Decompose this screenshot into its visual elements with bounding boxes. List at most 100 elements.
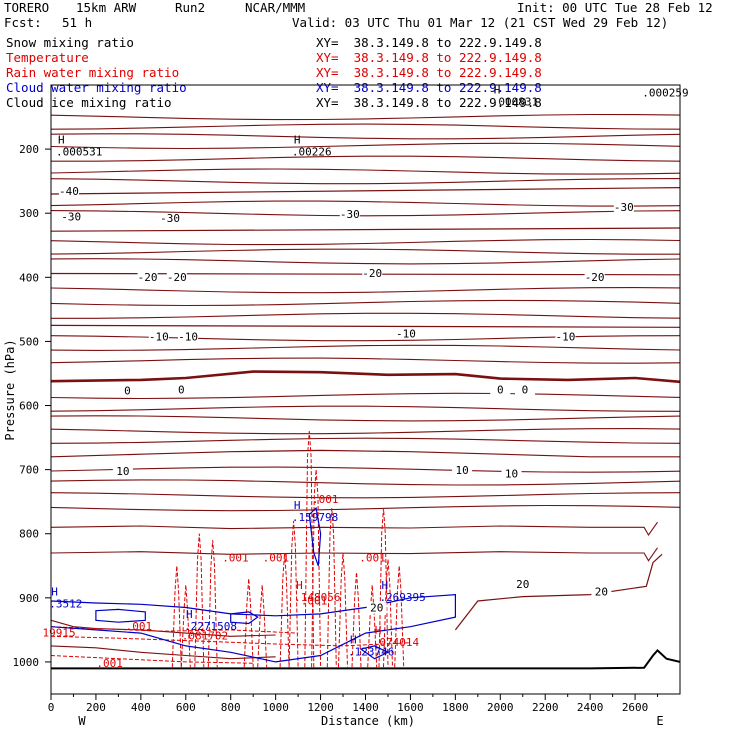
cloud-water-contour: [95, 608, 146, 623]
isotherm-label-bg: [501, 468, 522, 480]
isotherm-contour: [51, 547, 658, 562]
isotherm-label: -10: [396, 327, 416, 340]
isotherm-label: 20: [370, 602, 383, 615]
isotherm-label: -10: [555, 330, 575, 343]
resolution: 15km ARW: [76, 0, 137, 15]
rain-contour: [288, 520, 299, 668]
isotherm-contour: [51, 312, 680, 319]
field-xy-temperature: XY= 38.3.149.8 to 222.9.149.8: [316, 50, 542, 65]
field-value-label: .148056: [294, 591, 340, 604]
model-name: TORERO: [4, 0, 50, 15]
x-axis-end-west: W: [78, 714, 86, 728]
max-marker: H: [296, 579, 303, 592]
y-tick-label: 600: [19, 400, 39, 413]
terrain-line: [51, 648, 680, 670]
field-name-cloud-ice: Cloud ice mixing ratio: [6, 95, 172, 110]
isotherm-contour: [51, 466, 680, 473]
rain-contour: [279, 552, 290, 668]
plot-frame: [50, 84, 681, 695]
field-value-label: .001: [301, 594, 328, 607]
isotherm-label: -30: [160, 212, 180, 225]
field-value-label: .001: [359, 551, 386, 564]
field-name-snow: Snow mixing ratio: [6, 35, 134, 50]
isotherm-contour: [51, 645, 276, 660]
isotherm-contour: [51, 248, 680, 255]
isotherm-label-bg: [591, 586, 612, 598]
isotherm--40: [51, 187, 680, 195]
field-value-label: .00226: [292, 146, 332, 159]
max-marker: H: [186, 608, 193, 621]
field-value-label: 19915: [42, 626, 75, 639]
rain-contour: [243, 578, 254, 668]
rain-contour: [338, 552, 348, 668]
isotherm-contour: [51, 344, 680, 351]
isotherm-contour: [51, 258, 680, 265]
isotherm-contour: [51, 479, 680, 486]
rain-contour: [304, 431, 315, 668]
isotherm-label-bg: [58, 185, 79, 197]
max-marker: H: [375, 624, 382, 637]
isotherm-label-bg: [512, 578, 533, 590]
rain-contour: [171, 565, 182, 668]
isotherm-contour: [51, 357, 680, 364]
isotherm-contour: [51, 210, 680, 217]
field-value-label: .123746: [348, 646, 394, 659]
cloud-water-contour: [308, 506, 322, 566]
isotherm-contour: [51, 437, 680, 444]
isotherm--30: [51, 227, 680, 232]
isotherm-label: 0: [178, 384, 185, 397]
isotherm-contour: [51, 299, 680, 307]
field-value-label: .000831: [492, 96, 538, 109]
isotherm-contour: [51, 492, 680, 499]
isotherm-label: -10: [178, 330, 198, 343]
field-name-cloud-water: Cloud water mixing ratio: [6, 80, 187, 95]
y-tick-label: 300: [19, 207, 39, 220]
max-marker: H: [294, 134, 301, 147]
isotherm-label: -20: [138, 271, 158, 284]
init-time: Init: 00 UTC Tue 28 Feb 12: [517, 0, 713, 15]
isotherm-label-bg: [452, 464, 473, 476]
isotherm-label: -20: [167, 271, 187, 284]
isotherm-label-bg: [613, 202, 634, 214]
field-value-label: .000259: [642, 87, 688, 100]
rain-contour: [207, 540, 218, 668]
y-tick-label: 500: [19, 335, 39, 348]
rain-contour: [51, 655, 254, 664]
x-tick-label: 1600: [397, 701, 424, 714]
isotherm-contour: [51, 521, 658, 537]
isotherm-contour: [51, 178, 680, 185]
field-value-label: .081702: [182, 630, 228, 643]
x-tick-label: 1000: [262, 701, 289, 714]
isotherm-label-bg: [490, 384, 511, 396]
rain-contour: [326, 508, 337, 668]
field-xy-rain: XY= 38.3.149.8 to 222.9.149.8: [316, 65, 542, 80]
field-name-rain: Rain water mixing ratio: [6, 65, 180, 80]
field-xy-cloud-ice: XY= 38.3.149.8 to 222.9.149.8: [316, 95, 542, 110]
field-value-label: .074014: [373, 636, 420, 649]
isotherm-label: -20: [362, 267, 382, 280]
x-tick-label: 400: [131, 701, 151, 714]
isotherm-contour: [51, 113, 680, 121]
isotherm-label: -40: [59, 185, 79, 198]
rain-contour: [180, 584, 191, 668]
isotherm-label-bg: [395, 328, 416, 340]
isotherm-label-bg: [366, 602, 387, 614]
isotherm-label: -10: [149, 330, 169, 343]
max-marker: H: [350, 634, 357, 647]
isotherm-contour: [51, 428, 680, 435]
isotherm--10: [51, 324, 680, 328]
field-value-label: .001: [126, 620, 153, 633]
field-xy-snow: XY= 38.3.149.8 to 222.9.149.8: [316, 35, 542, 50]
isotherm-label-bg: [178, 331, 199, 343]
isotherm-label-bg: [171, 384, 192, 396]
isotherm-label: 10: [455, 464, 468, 477]
y-tick-label: 1000: [13, 656, 40, 669]
field-value-label: .3512: [49, 597, 82, 610]
field-value-label: .269395: [379, 591, 425, 604]
isotherm-label: 0: [522, 384, 529, 397]
isotherm-contour: [51, 415, 680, 422]
rain-contour: [257, 584, 268, 668]
rain-contour: [378, 508, 389, 668]
isotherm-label-bg: [514, 384, 535, 396]
